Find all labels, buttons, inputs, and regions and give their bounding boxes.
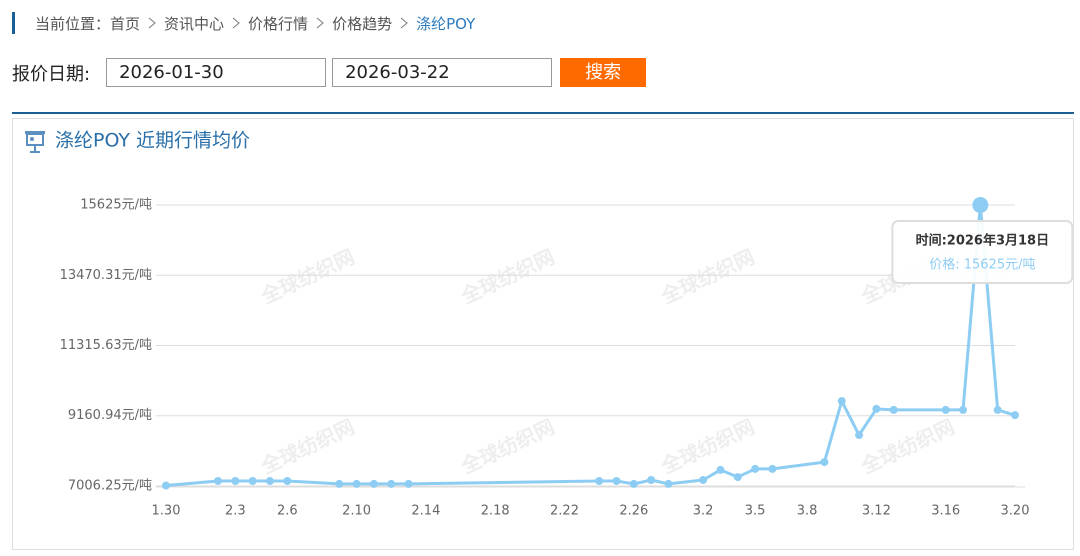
x-tick-label: 2.26: [619, 504, 648, 519]
data-point: [612, 476, 621, 485]
tooltip-time: 时间:2026年3月18日: [916, 233, 1050, 249]
breadcrumb: 当前位置： 首页 资讯中心 价格行情 价格趋势 涤纶POY: [12, 12, 475, 34]
data-point: [248, 476, 257, 485]
data-point: [941, 405, 950, 414]
data-point: [213, 476, 222, 485]
x-tick-label: 2.18: [481, 504, 510, 519]
data-point: [335, 479, 344, 488]
data-point: [352, 479, 361, 488]
end-date-input[interactable]: 2026-03-22: [332, 58, 553, 87]
watermark: 全球纺织网: [456, 245, 558, 309]
tooltip-price: 价格: 15625元/吨: [929, 257, 1035, 273]
data-point: [716, 465, 725, 474]
data-point: [231, 476, 240, 485]
data-point: [699, 476, 708, 485]
data-point: [595, 476, 604, 485]
data-point: [837, 397, 846, 406]
separator: [316, 17, 324, 29]
x-tick-label: 2.22: [550, 504, 579, 519]
divider: [12, 112, 1074, 114]
data-point: [768, 464, 777, 473]
x-tick-label: 2.3: [225, 504, 246, 519]
data-point: [265, 476, 274, 485]
data-point: [733, 473, 742, 482]
crumb-link[interactable]: 首页: [110, 14, 141, 33]
watermark: 全球纺织网: [456, 415, 558, 479]
separator: [148, 17, 156, 29]
x-tick-label: 3.5: [745, 504, 766, 519]
watermarks: 全球纺织网全球纺织网全球纺织网全球纺织网全球纺织网全球纺织网全球纺织网全球纺织网: [256, 245, 958, 479]
y-tick-label: 9160.94元/吨: [68, 408, 152, 423]
tooltip-box: [891, 220, 1074, 284]
x-tick-label: 1.30: [152, 504, 181, 519]
x-tick-label: 2.14: [411, 504, 440, 519]
watermark: 全球纺织网: [656, 415, 758, 479]
chart-panel: 全球纺织网全球纺织网全球纺织网全球纺织网全球纺织网全球纺织网全球纺织网全球纺织网…: [12, 118, 1074, 550]
crumb-current: 涤纶POY: [416, 14, 476, 33]
x-tick-label: 3.16: [931, 504, 960, 519]
y-tick-label: 15625元/吨: [80, 198, 152, 213]
data-point: [369, 479, 378, 488]
x-tick-label: 2.10: [342, 504, 371, 519]
y-tick-label: 7006.25元/吨: [68, 479, 152, 494]
watermark: 全球纺织网: [856, 415, 958, 479]
x-tick-label: 3.2: [693, 504, 714, 519]
data-point: [404, 479, 413, 488]
data-point: [889, 405, 898, 414]
data-point: [387, 479, 396, 488]
data-point: [664, 479, 673, 488]
data-point: [162, 481, 170, 490]
data-point: [959, 405, 968, 414]
data-point: [872, 404, 881, 413]
data-point: [283, 476, 292, 485]
data-point: [1011, 411, 1019, 420]
x-tick-label: 3.20: [1001, 504, 1030, 519]
data-point: [972, 197, 989, 213]
crumb-link[interactable]: 资讯中心: [164, 14, 225, 33]
search-form: 报价日期: 2026-01-30 2026-03-22 搜索: [12, 58, 647, 87]
search-button[interactable]: 搜索: [560, 58, 647, 87]
separator: [400, 17, 408, 29]
breadcrumb-label: 当前位置：: [35, 14, 111, 33]
y-tick-label: 11315.63元/吨: [60, 338, 152, 353]
watermark: 全球纺织网: [256, 415, 358, 479]
watermark: 全球纺织网: [656, 245, 758, 309]
data-point: [647, 476, 656, 485]
data-point: [993, 405, 1002, 414]
title-icon: [25, 131, 45, 153]
chart: 全球纺织网全球纺织网全球纺织网全球纺织网全球纺织网全球纺织网全球纺织网全球纺织网…: [25, 130, 1074, 519]
form-label: 报价日期:: [12, 63, 91, 85]
data-point: [855, 431, 864, 440]
y-tick-label: 13470.31元/吨: [60, 268, 152, 283]
chart-title: 涤纶POY 近期行情均价: [55, 130, 250, 152]
x-tick-label: 3.12: [862, 504, 891, 519]
data-point: [629, 479, 638, 488]
crumb-link[interactable]: 价格行情: [248, 14, 309, 33]
start-date-input[interactable]: 2026-01-30: [106, 58, 327, 87]
crumb-link[interactable]: 价格趋势: [332, 14, 393, 33]
watermark: 全球纺织网: [256, 245, 358, 309]
separator: [232, 17, 240, 29]
data-point: [820, 458, 829, 467]
data-point: [751, 464, 760, 473]
x-tick-label: 3.8: [797, 504, 818, 519]
x-tick-label: 2.6: [277, 504, 298, 519]
